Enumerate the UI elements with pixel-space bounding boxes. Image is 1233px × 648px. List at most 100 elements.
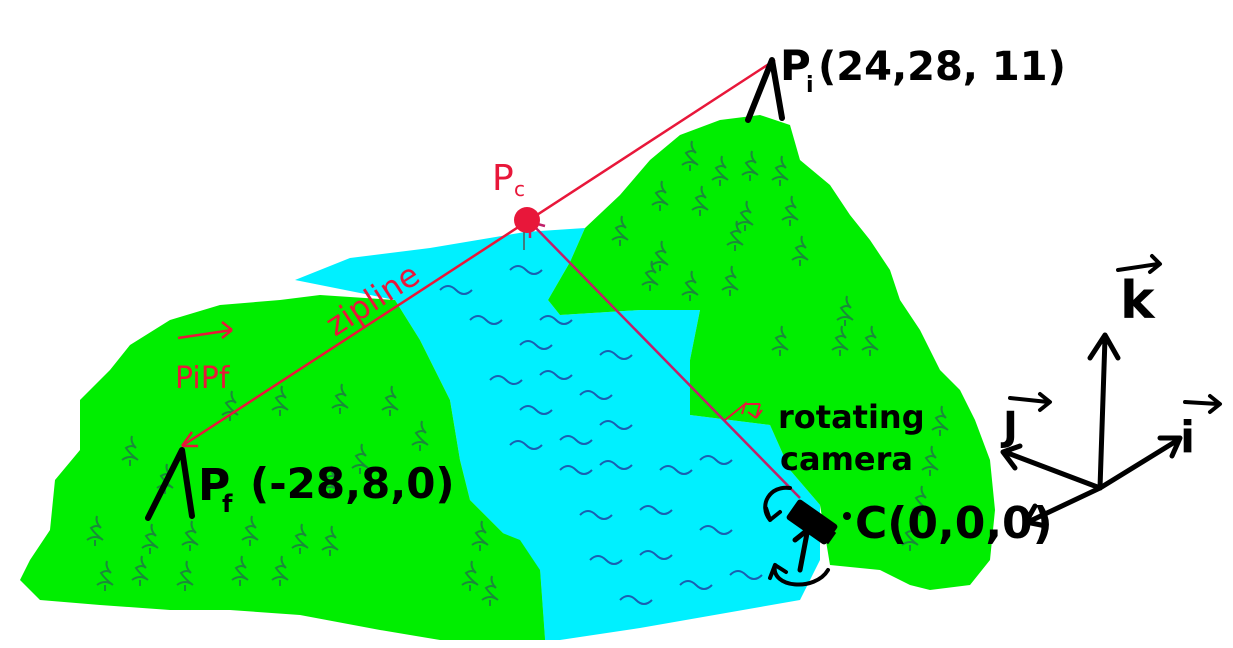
tree-icon [921, 445, 939, 476]
tree-icon [651, 180, 669, 211]
label-vector-pipf: PiPf [175, 321, 233, 396]
label-vector-pipf-text: PiPf [175, 361, 231, 396]
tree-icon [471, 520, 489, 551]
camera-point-dot [843, 512, 851, 520]
tree-icon [861, 325, 879, 356]
wave-icon [639, 505, 673, 515]
left-hill-lower-shape [420, 520, 545, 640]
wave-icon [559, 465, 593, 475]
tree-icon [381, 385, 399, 416]
tree-icon [611, 215, 629, 246]
tree-icon [681, 140, 699, 171]
wave-icon [619, 595, 653, 605]
sight-line [529, 221, 801, 499]
tree-icon [351, 443, 369, 474]
tree-icon [836, 295, 854, 326]
wave-icon [679, 580, 713, 590]
tree-icon [681, 270, 699, 301]
wave-icon [659, 465, 693, 475]
label-pf: P f (-28,8,0) [198, 459, 455, 518]
rotate-arrow-icon [763, 485, 792, 522]
tree-icon [86, 515, 104, 546]
label-pf-coords: (-28,8,0) [250, 459, 455, 508]
axis-j-arrow [1000, 443, 1103, 491]
axis-k-arrow [1087, 332, 1121, 491]
label-pf-name: P [198, 460, 230, 511]
wave-icon [539, 370, 573, 380]
label-pc: P c [492, 158, 525, 201]
point-pc [514, 207, 540, 233]
pole-icon [145, 447, 195, 521]
tree-icon [641, 260, 659, 291]
tree-icon [741, 150, 759, 181]
camera-icon [786, 499, 838, 573]
tree-icon [831, 325, 849, 356]
rotate-arrow-icon [768, 563, 830, 587]
label-camera-line1: rotating [778, 398, 925, 436]
tree-icon [781, 195, 799, 226]
tree-icon [271, 555, 289, 586]
label-axis-j: J [1000, 404, 1018, 450]
tree-icon [931, 405, 949, 436]
tree-icon [231, 555, 249, 586]
axis-i-arrow [1097, 435, 1183, 491]
tree-icon [771, 155, 789, 186]
label-pi-name: P [780, 41, 811, 90]
wave-icon [599, 350, 633, 360]
tree-icon [791, 235, 809, 266]
tree-icon [711, 155, 729, 186]
label-camera-point: C(0,0,0) [855, 498, 1053, 549]
wave-icon [509, 440, 543, 450]
label-axis-i: i [1180, 412, 1195, 463]
axis-neg-arrow [1023, 485, 1103, 529]
right-hill [548, 115, 995, 590]
wave-icon [489, 375, 523, 385]
label-pi-sub: i [806, 73, 814, 98]
wave-icon [439, 285, 473, 295]
tree-icon [411, 420, 429, 451]
label-pc-name: P [492, 158, 514, 199]
tree-icon [321, 525, 339, 556]
tree-icon [726, 220, 744, 251]
label-pi: P i (24,28, 11) [780, 41, 1066, 98]
axes [1000, 254, 1222, 529]
tree-icon [721, 265, 739, 296]
tree-icon [911, 485, 929, 516]
trees [86, 140, 949, 606]
waves [439, 265, 763, 605]
river-shape [295, 228, 820, 640]
label-pc-sub: c [514, 177, 525, 201]
wave-icon [599, 420, 633, 430]
wave-icon [729, 570, 763, 580]
wave-icon [639, 550, 673, 560]
left-hill [20, 295, 545, 640]
wave-icon [699, 525, 733, 535]
tree-icon [481, 575, 499, 606]
wave-icon [589, 555, 623, 565]
tree-icon [176, 560, 194, 591]
axis-k-vector-mark [1116, 254, 1162, 274]
tree-icon [271, 385, 289, 416]
axis-i-vector-mark [1183, 394, 1222, 414]
zipline-line [181, 58, 776, 448]
wave-icon [509, 265, 543, 275]
wave-icon [579, 510, 613, 520]
tree-icon [291, 523, 309, 554]
wave-icon [469, 315, 503, 325]
wave-icon [539, 315, 573, 325]
axis-j-vector-mark [1008, 392, 1052, 412]
label-axis-k: k [1120, 271, 1156, 331]
wave-icon [699, 455, 733, 465]
tree-icon [96, 560, 114, 591]
wave-icon [559, 435, 593, 445]
wave-icon [519, 405, 553, 415]
label-camera-line2: camera [780, 440, 913, 478]
wave-icon [519, 340, 553, 350]
tree-icon [141, 523, 159, 554]
pole-icon [745, 57, 785, 123]
tree-icon [736, 200, 754, 231]
tree-icon [181, 520, 199, 551]
label-pf-sub: f [222, 490, 233, 518]
tree-icon [771, 325, 789, 356]
